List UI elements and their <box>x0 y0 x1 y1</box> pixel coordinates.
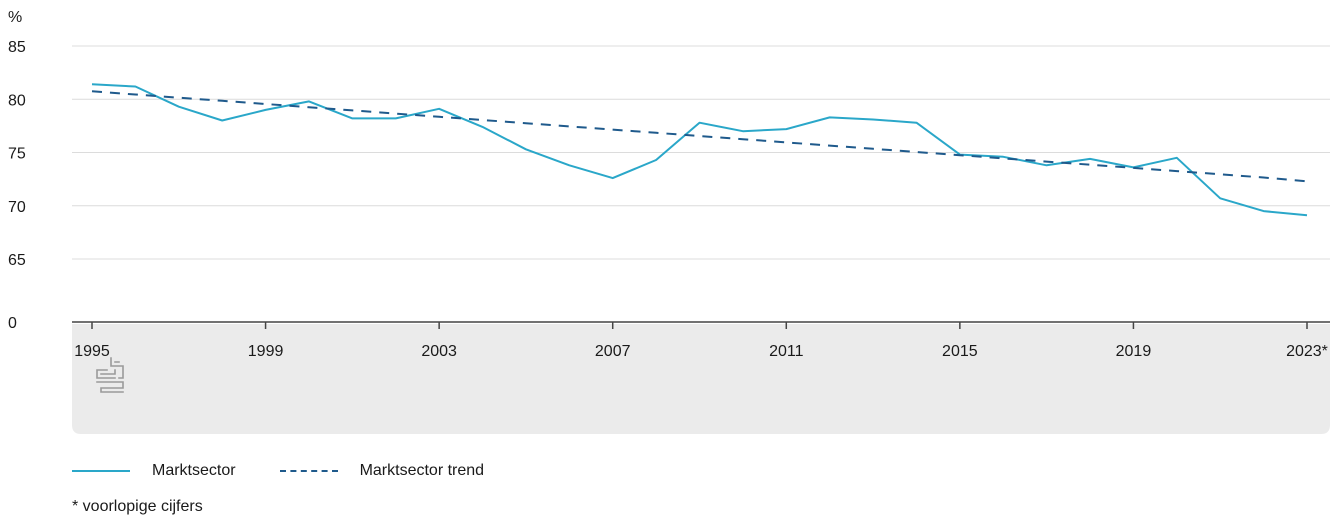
line-chart: 0 65 70 75 80 85 1995 1999 2003 2007 2011 2015 2019… <box>8 9 1330 434</box>
x-tick-label-1999: 1999 <box>248 343 284 360</box>
legend-item-marktsector-trend: Marktsector trend <box>279 462 485 480</box>
footnote: * voorlopige cijfers <box>72 498 203 515</box>
legend: Marktsector Marktsector trend <box>72 460 528 482</box>
series-line-marktsector <box>91 83 1308 217</box>
legend-label-marktsector-trend: Marktsector trend <box>359 462 485 479</box>
y-tick-label-0: 0 <box>8 315 17 332</box>
legend-swatch-dashed <box>279 470 338 472</box>
x-tick-label-2019: 2019 <box>1116 343 1152 360</box>
series-lines <box>91 83 1308 217</box>
logo-panel-bg <box>72 324 1330 434</box>
x-tick-label-1995: 1995 <box>74 343 110 360</box>
x-axis-tick-labels: 1995 1999 2003 2007 2011 2015 2019 2023* <box>74 343 1328 360</box>
x-tick-label-2011: 2011 <box>769 343 804 360</box>
y-tick-label-85: 85 <box>8 39 26 56</box>
legend-item-marktsector: Marktsector <box>72 462 236 480</box>
x-tick-label-2007: 2007 <box>595 343 631 360</box>
series-line-marktsector-trend <box>91 90 1308 183</box>
legend-swatch-solid <box>72 470 130 472</box>
x-axis <box>72 321 1330 329</box>
y-axis-unit-label: % <box>8 9 22 26</box>
gridlines <box>72 45 1330 260</box>
y-tick-label-65: 65 <box>8 252 26 269</box>
x-tick-label-2023: 2023* <box>1286 343 1328 360</box>
legend-label-marktsector: Marktsector <box>152 462 236 479</box>
cbs-logo-icon <box>96 357 124 393</box>
y-tick-label-70: 70 <box>8 199 26 216</box>
x-tick-label-2015: 2015 <box>942 343 978 360</box>
y-axis-tick-labels: 0 65 70 75 80 85 <box>8 39 26 332</box>
y-tick-label-80: 80 <box>8 92 26 109</box>
y-tick-label-75: 75 <box>8 146 26 163</box>
x-tick-label-2003: 2003 <box>421 343 457 360</box>
logo-panel <box>72 324 1330 434</box>
